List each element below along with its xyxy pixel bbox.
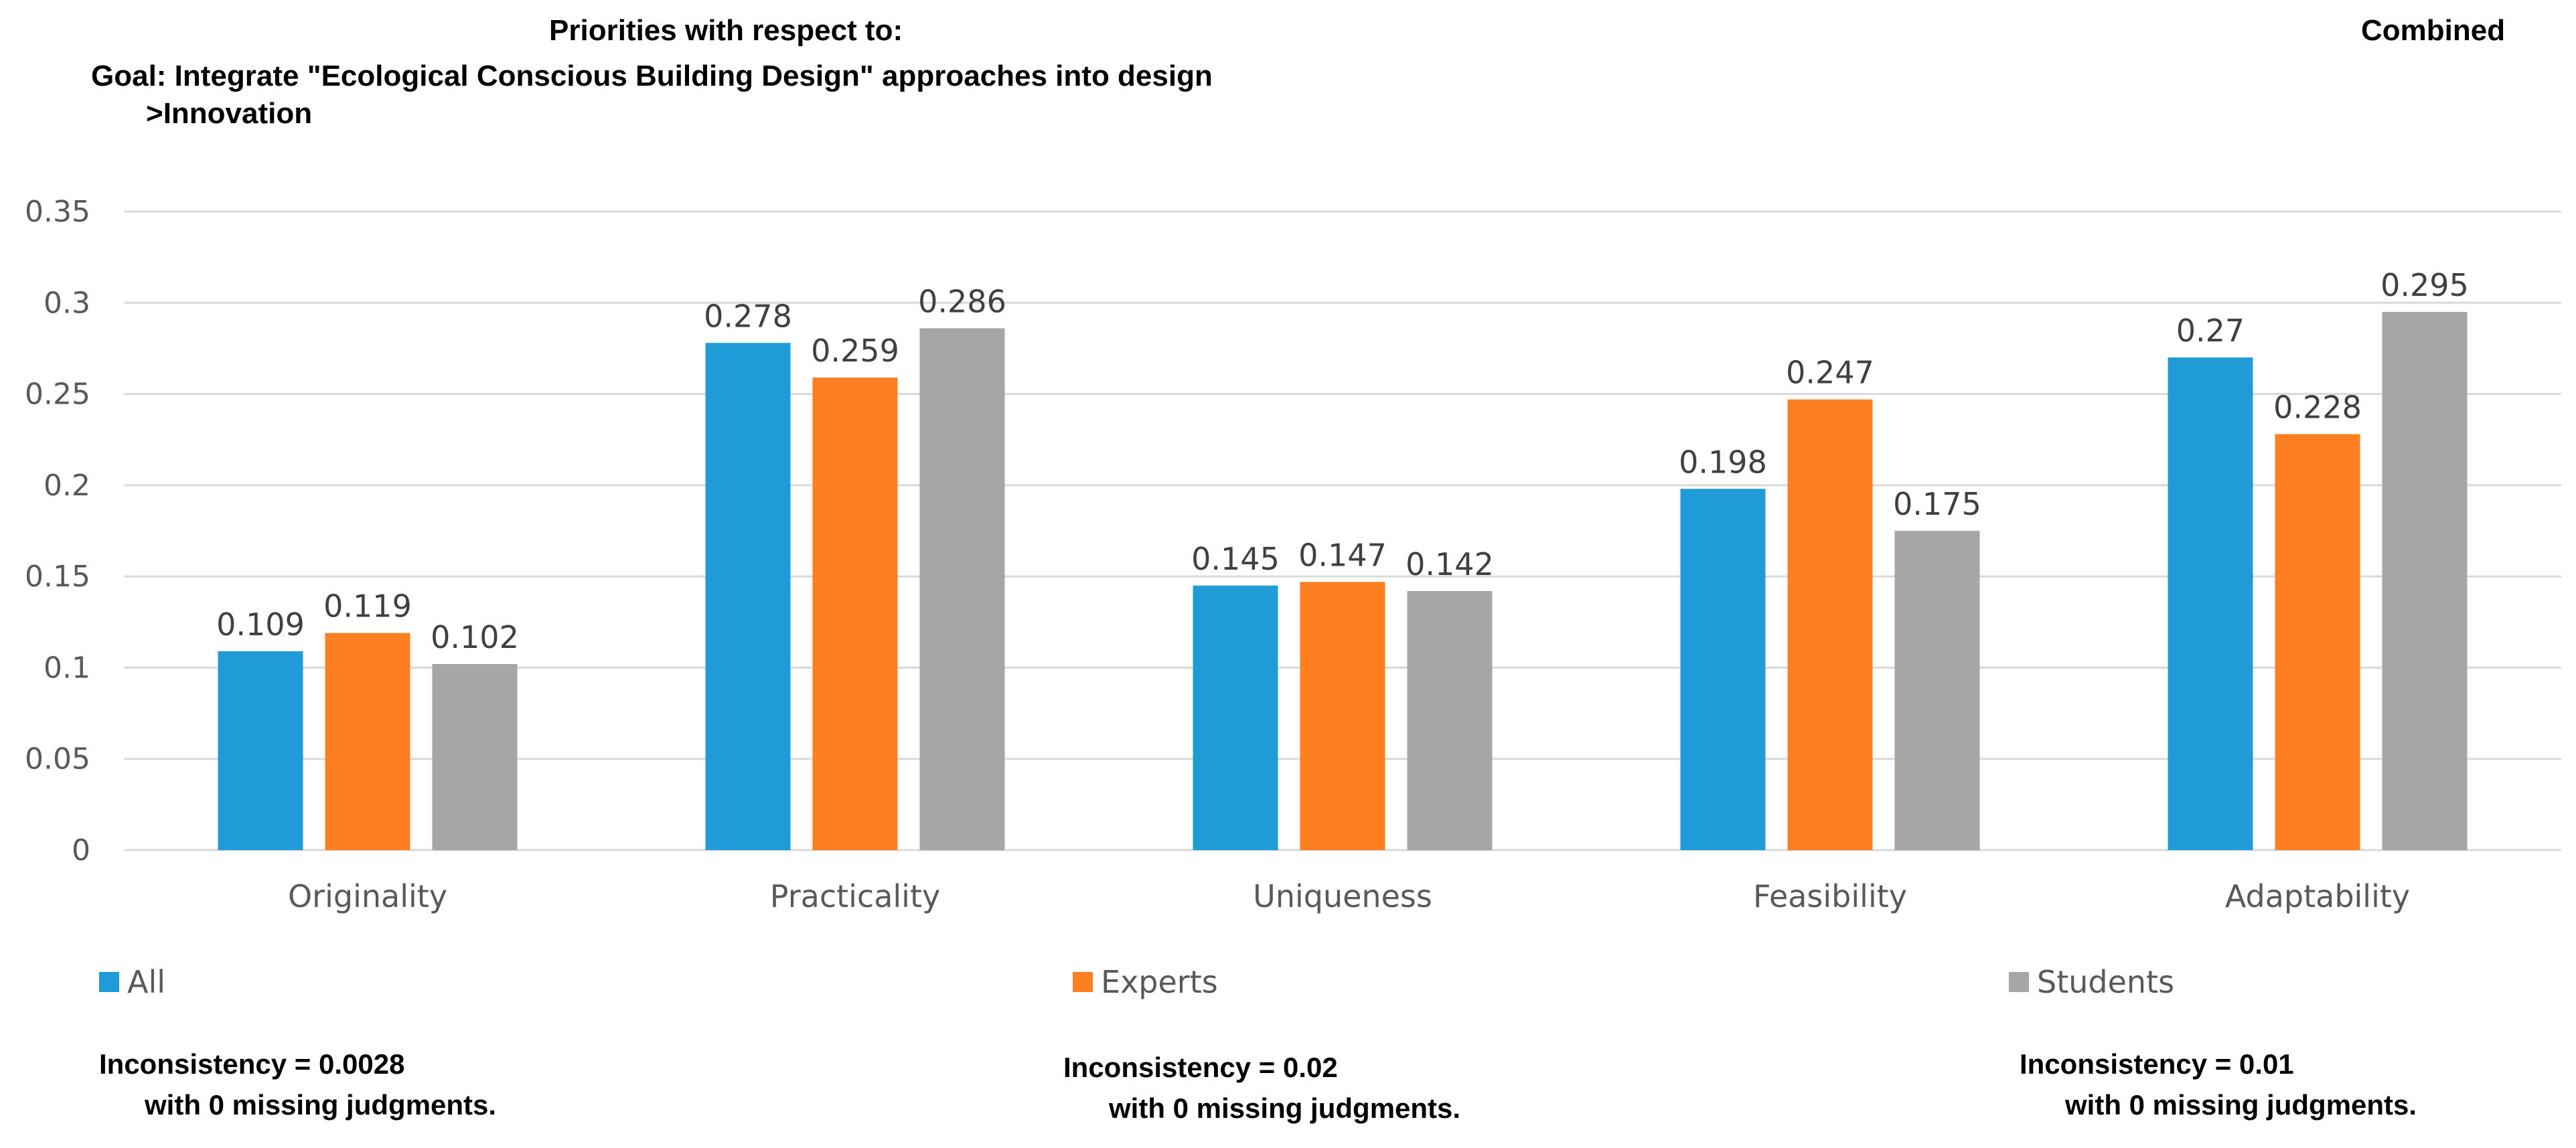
missing-judgments-students: with 0 missing judgments.	[2065, 1088, 2417, 1121]
bar-experts	[1787, 399, 1873, 850]
node-label: >Innovation	[146, 97, 313, 130]
legend-item-all: All	[99, 964, 165, 1000]
x-category-label: Adaptability	[2225, 878, 2410, 914]
y-axis-ticks: 0 0.05 0.1 0.15 0.2 0.25 0.3 0.35	[25, 195, 90, 868]
bar-all	[1680, 489, 1766, 850]
bar-students	[2382, 311, 2468, 850]
x-axis-categories: Originality Practicality Uniqueness Feasibi…	[288, 878, 2410, 914]
bar-experts	[2275, 434, 2360, 850]
bar-experts	[1300, 582, 1385, 850]
data-label-students: 0.102	[431, 619, 519, 655]
data-label-all: 0.27	[2176, 313, 2245, 349]
data-labels: 0.109 0.119 0.102 0.278 0.259 0.286 0.145 0.147…	[216, 267, 2469, 655]
data-label-experts: 0.247	[1786, 355, 1874, 391]
data-label-all: 0.198	[1679, 444, 1767, 480]
bar-all	[705, 343, 791, 850]
bar-all	[1193, 585, 1278, 850]
y-tick-label: 0.1	[44, 651, 90, 685]
bar-experts	[325, 633, 410, 850]
y-tick-label: 0.15	[25, 560, 90, 594]
bars	[218, 311, 2468, 851]
legend-swatch-experts	[1073, 972, 1093, 992]
y-tick-label: 0.3	[44, 286, 90, 320]
missing-judgments-all: with 0 missing judgments.	[145, 1088, 497, 1121]
combined-label: Combined	[2361, 15, 2506, 47]
inconsistency-all-value: Inconsistency = 0.0028	[99, 1048, 405, 1080]
bar-all	[218, 651, 303, 850]
legend-swatch-students	[2009, 972, 2029, 992]
bar-students	[1407, 590, 1493, 850]
data-label-students: 0.286	[918, 283, 1006, 319]
y-tick-label: 0.35	[25, 195, 90, 229]
legend-item-students: Students	[2009, 964, 2174, 1000]
y-tick-label: 0.25	[25, 378, 90, 412]
x-category-label: Practicality	[770, 878, 940, 914]
data-label-students: 0.142	[1406, 546, 1494, 582]
inconsistency-students-value: Inconsistency = 0.01	[2020, 1048, 2294, 1080]
x-category-label: Originality	[288, 878, 447, 914]
data-label-students: 0.295	[2380, 267, 2469, 303]
inconsistency-all: Inconsistency = 0.0028 with 0 missing ju…	[99, 1044, 496, 1126]
data-label-experts: 0.119	[323, 588, 412, 625]
data-label-experts: 0.147	[1298, 537, 1387, 573]
inconsistency-students: Inconsistency = 0.01 with 0 missing judg…	[2020, 1044, 2417, 1126]
data-label-all: 0.145	[1191, 541, 1280, 577]
legend-label-experts: Experts	[1101, 964, 1218, 1000]
bar-all	[2168, 357, 2253, 850]
legend-item-experts: Experts	[1073, 964, 1218, 1000]
missing-judgments-experts: with 0 missing judgments.	[1109, 1092, 1461, 1124]
data-label-all: 0.109	[216, 606, 305, 643]
data-label-experts: 0.259	[811, 333, 899, 369]
y-tick-label: 0.05	[25, 742, 90, 776]
bar-students	[432, 663, 518, 850]
chart-heading: Priorities with respect to:	[549, 14, 903, 47]
y-tick-label: 0.2	[44, 469, 90, 503]
bar-students	[919, 328, 1005, 851]
legend-swatch-all	[99, 972, 119, 992]
data-label-experts: 0.228	[2273, 390, 2362, 426]
data-label-students: 0.175	[1893, 486, 1981, 522]
bar-students	[1894, 531, 1980, 850]
bar-experts	[812, 378, 898, 850]
legend-label-all: All	[127, 964, 166, 1000]
goal-label: Goal: Integrate "Ecological Conscious Bu…	[91, 60, 1213, 92]
x-category-label: Uniqueness	[1253, 878, 1432, 914]
x-category-label: Feasibility	[1753, 878, 1907, 914]
legend-label-students: Students	[2037, 964, 2175, 1000]
data-label-all: 0.278	[704, 298, 792, 334]
y-tick-label: 0	[72, 833, 90, 868]
inconsistency-experts-value: Inconsistency = 0.02	[1063, 1052, 1338, 1083]
inconsistency-experts: Inconsistency = 0.02 with 0 missing judg…	[1063, 1048, 1460, 1129]
